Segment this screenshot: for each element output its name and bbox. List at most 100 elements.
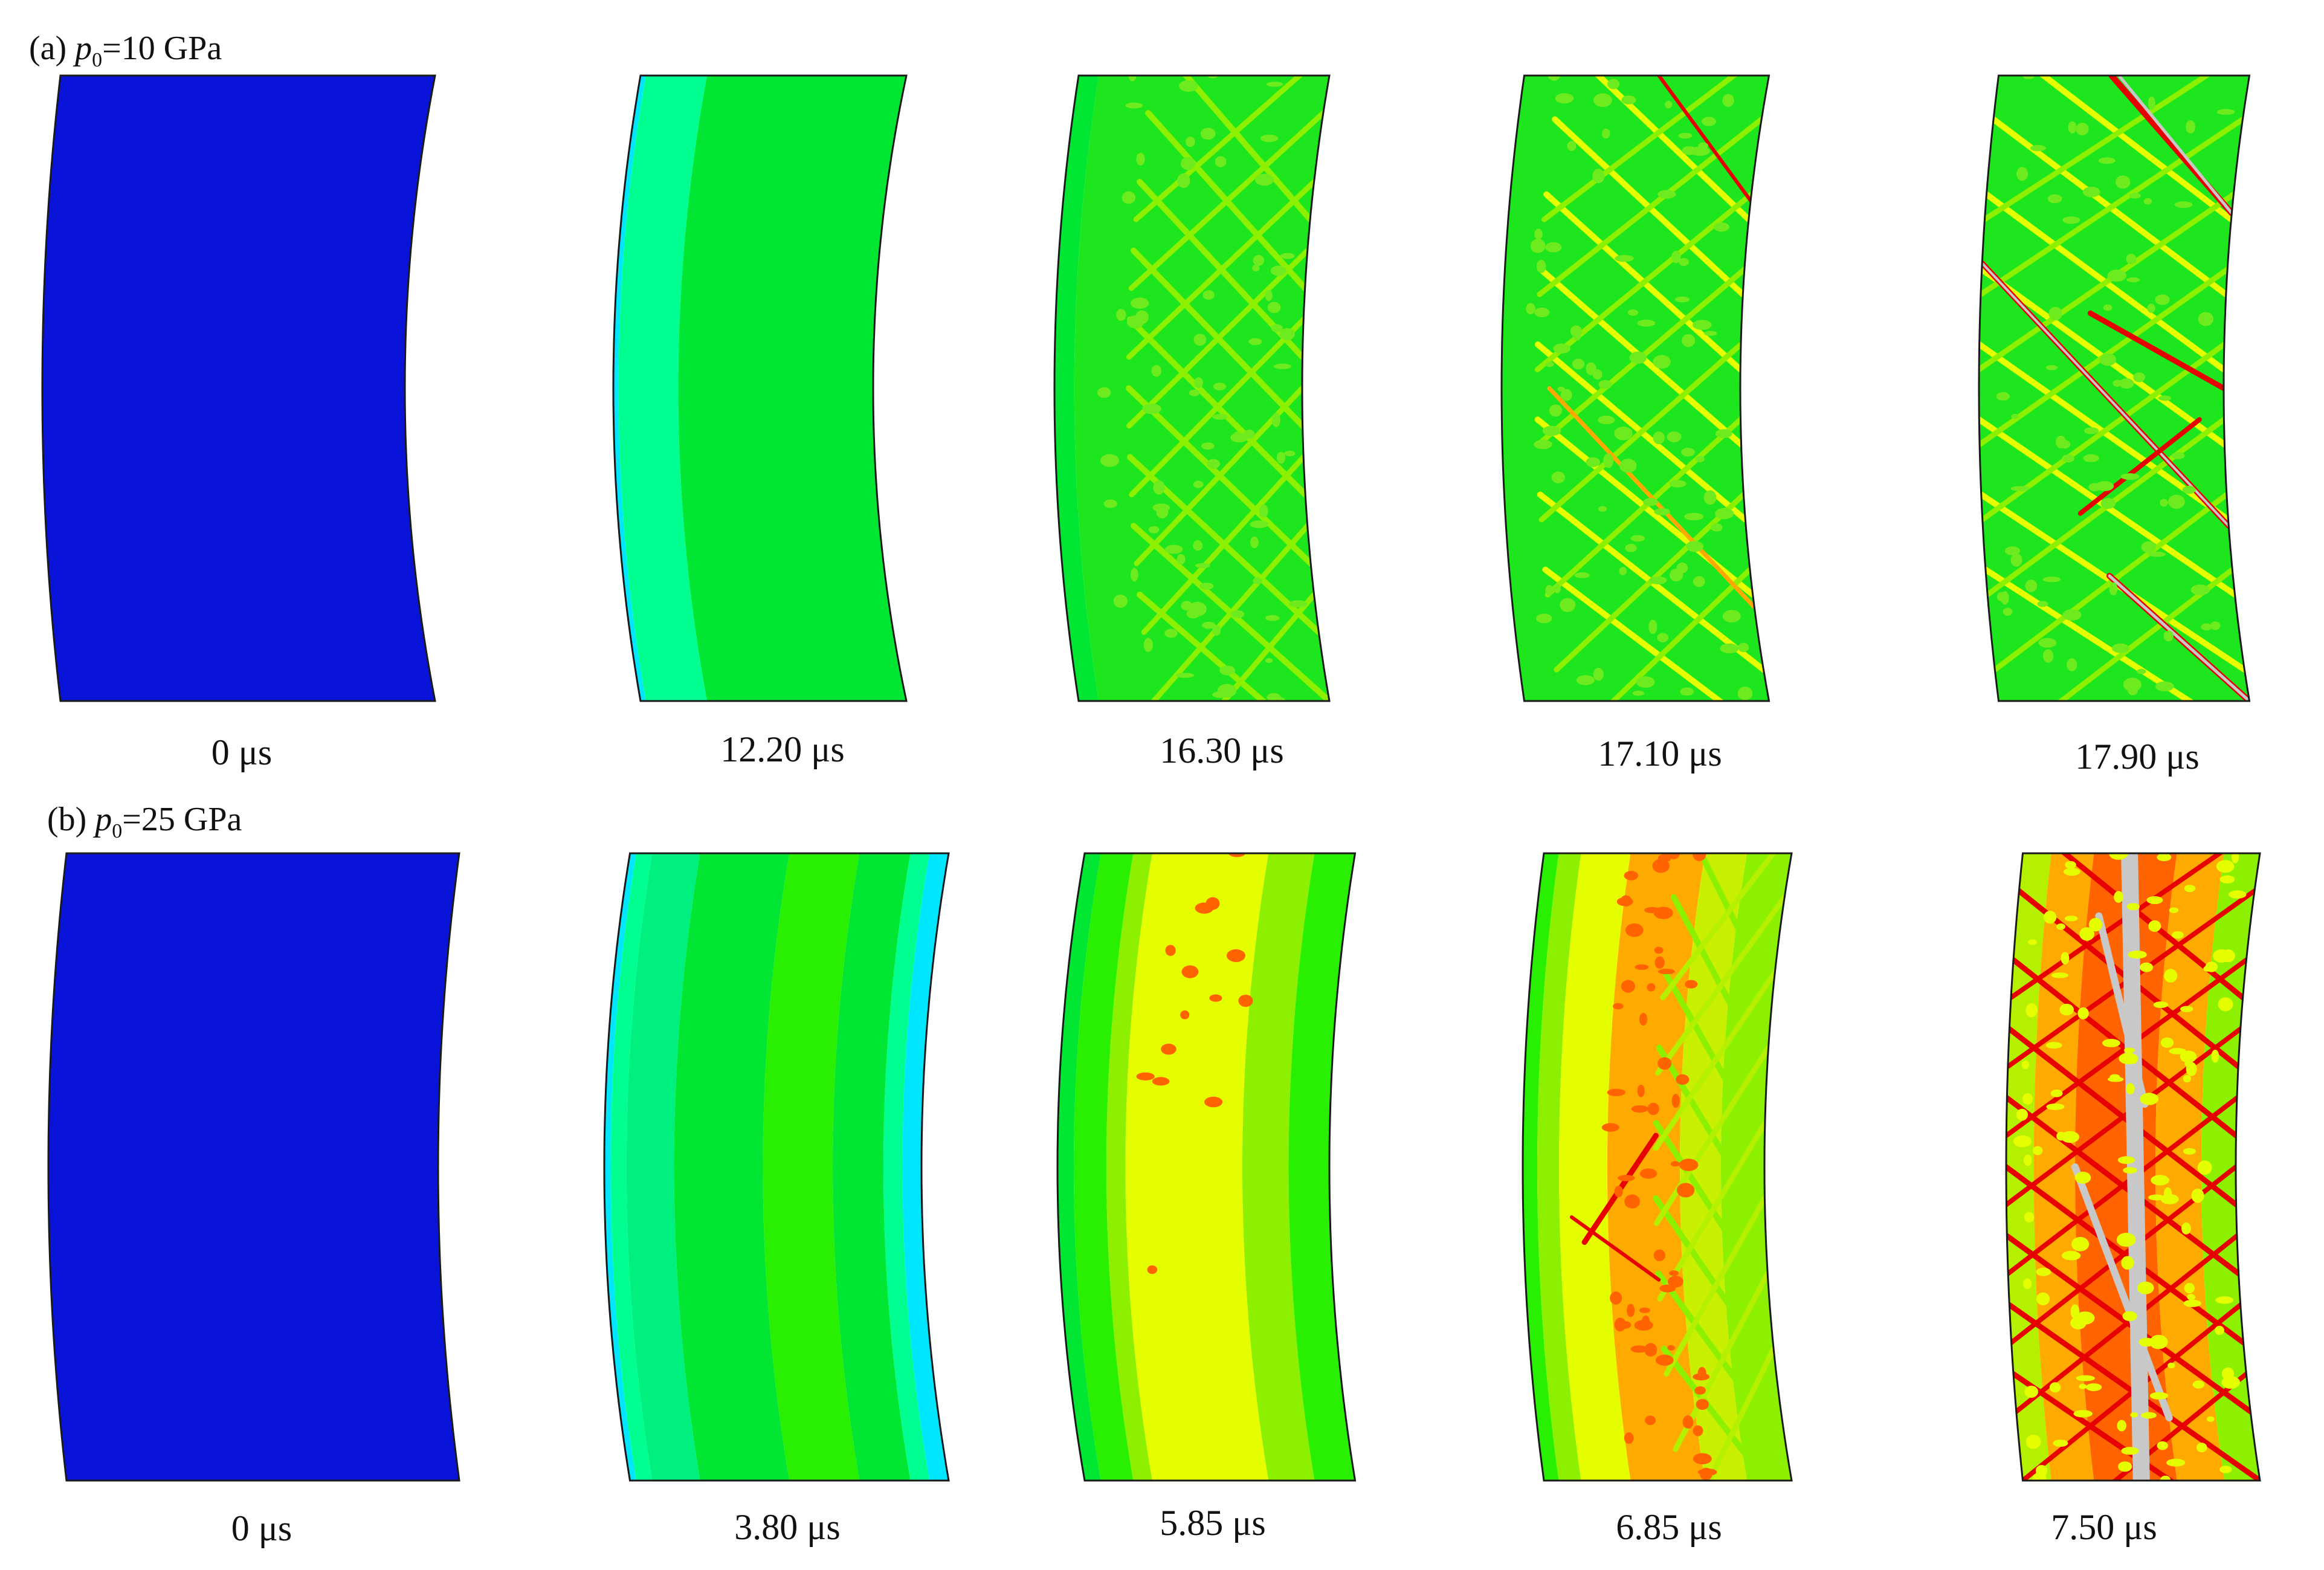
speckle-mark bbox=[1636, 676, 1655, 688]
contour-band bbox=[883, 853, 930, 1481]
speckle-mark bbox=[2148, 1194, 2165, 1201]
speckle-mark bbox=[2119, 378, 2134, 389]
speckle-mark bbox=[1686, 541, 1704, 552]
speckle-mark bbox=[2219, 1465, 2232, 1473]
speckle-mark bbox=[2027, 939, 2038, 945]
speckle-mark bbox=[2157, 1441, 2168, 1450]
speckle-mark bbox=[1180, 157, 1195, 170]
speckle-mark bbox=[2196, 1442, 2207, 1453]
speckle-mark bbox=[2083, 454, 2099, 462]
contour-band bbox=[626, 853, 700, 1481]
speckle-mark bbox=[2215, 1296, 2234, 1304]
speckle-mark bbox=[1637, 1084, 1645, 1097]
speckle-mark bbox=[2062, 1251, 2081, 1261]
speckle-mark bbox=[2183, 1074, 2191, 1083]
speckle-mark bbox=[1639, 1307, 1650, 1313]
contour-band bbox=[48, 853, 459, 1481]
speckle-mark bbox=[1274, 363, 1291, 369]
speckle-mark bbox=[1572, 358, 1585, 370]
speckle-mark bbox=[1652, 859, 1670, 873]
speckle-mark bbox=[2126, 1083, 2135, 1094]
speckle-mark bbox=[2164, 969, 2178, 983]
shear-band bbox=[1685, 1346, 1777, 1481]
speckle-mark bbox=[2116, 1232, 2136, 1247]
speckle-mark bbox=[1147, 1265, 1158, 1274]
speckle-mark bbox=[2126, 277, 2140, 283]
speckle-mark bbox=[1125, 102, 1143, 109]
shear-band bbox=[1126, 248, 1311, 429]
speckle-mark bbox=[2011, 413, 2019, 419]
speckle-mark bbox=[1631, 1105, 1648, 1113]
speckle-mark bbox=[1693, 1373, 1710, 1381]
speckle-mark bbox=[2022, 1093, 2033, 1105]
shell-outline bbox=[1056, 852, 1357, 1482]
speckle-mark bbox=[2099, 353, 2116, 366]
speckle-mark bbox=[2126, 253, 2137, 265]
speckle-mark bbox=[1536, 259, 1546, 273]
speckle-mark bbox=[1136, 152, 1145, 166]
speckle-mark bbox=[1207, 459, 1220, 469]
speckle-mark bbox=[1156, 506, 1169, 518]
speckle-mark bbox=[2123, 677, 2142, 692]
speckle-mark bbox=[1551, 471, 1565, 483]
speckle-mark bbox=[1542, 425, 1561, 436]
speckle-mark bbox=[1250, 520, 1269, 528]
shear-band bbox=[1981, 262, 2230, 528]
speckle-mark bbox=[2174, 201, 2193, 208]
speckle-mark bbox=[2155, 294, 2170, 305]
speckle-mark bbox=[2184, 885, 2196, 893]
speckle-mark bbox=[1193, 480, 1204, 488]
speckle-mark bbox=[2021, 1060, 2030, 1070]
speckle-mark bbox=[1560, 598, 1576, 612]
speckle-mark bbox=[1161, 1044, 1177, 1055]
speckle-mark bbox=[1711, 523, 1723, 532]
speckle-mark bbox=[2100, 498, 2116, 509]
row-b-subscript: 0 bbox=[112, 820, 123, 843]
shear-band bbox=[1979, 192, 2236, 372]
speckle-mark bbox=[1694, 1386, 1706, 1395]
speckle-mark bbox=[1681, 448, 1696, 457]
shear-band bbox=[1151, 523, 1311, 701]
speckle-mark bbox=[2062, 609, 2082, 621]
contour-band bbox=[763, 853, 860, 1481]
speckle-mark bbox=[1177, 554, 1186, 565]
speckle-mark bbox=[1630, 535, 1645, 542]
speckle-mark bbox=[2153, 1001, 2168, 1009]
speckle-mark bbox=[2061, 1131, 2079, 1143]
speckle-mark bbox=[2076, 1375, 2095, 1381]
speckle-mark bbox=[1560, 389, 1572, 401]
speckle-mark bbox=[2120, 473, 2140, 480]
speckle-mark bbox=[1671, 250, 1681, 263]
speckle-mark bbox=[1676, 562, 1688, 573]
speckle-mark bbox=[2056, 923, 2065, 930]
speckle-mark bbox=[1614, 1186, 1623, 1198]
speckle-mark bbox=[1644, 1343, 1657, 1357]
speckle-mark bbox=[1545, 242, 1562, 253]
contour-band bbox=[678, 76, 906, 701]
speckle-mark bbox=[1164, 628, 1178, 638]
speckle-mark bbox=[2149, 1334, 2168, 1349]
speckle-mark bbox=[1635, 964, 1649, 971]
speckle-mark bbox=[2151, 1175, 2169, 1186]
speckle-mark bbox=[1610, 1291, 1622, 1305]
speckle-mark bbox=[1614, 1317, 1626, 1332]
speckle-mark bbox=[2032, 1472, 2047, 1481]
speckle-mark bbox=[2141, 541, 2156, 553]
speckle-mark bbox=[1720, 643, 1739, 654]
speckle-mark bbox=[2010, 486, 2030, 491]
speckle-mark bbox=[1676, 1183, 1695, 1198]
speckle-mark bbox=[2025, 1003, 2038, 1018]
speckle-mark bbox=[1613, 1003, 1624, 1010]
speckle-mark bbox=[1592, 369, 1603, 380]
speckle-mark bbox=[1177, 173, 1190, 188]
speckle-mark bbox=[2062, 216, 2080, 224]
speckle-mark bbox=[1685, 980, 1698, 989]
speckle-mark bbox=[2116, 175, 2131, 189]
shear-band bbox=[1547, 386, 1757, 610]
speckle-mark bbox=[1165, 945, 1176, 956]
speckle-mark bbox=[2129, 192, 2141, 199]
speckle-mark bbox=[2107, 270, 2126, 282]
speckle-mark bbox=[1206, 897, 1220, 910]
speckle-mark bbox=[1267, 302, 1281, 314]
speckle-mark bbox=[2082, 186, 2100, 198]
